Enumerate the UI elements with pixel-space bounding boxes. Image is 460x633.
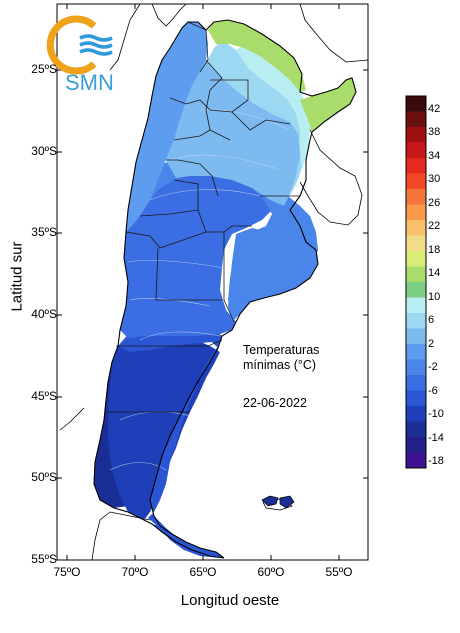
colorbar-tick-label: 2 [428, 337, 435, 350]
lon-tick-label: 70ºO [121, 565, 149, 579]
colorbar-swatch [406, 235, 426, 252]
lat-tick-label: 45ºS [31, 389, 57, 403]
colorbar-swatch [406, 173, 426, 190]
y-axis-label: Latitud sur [8, 241, 26, 312]
colorbar-swatch [406, 220, 426, 236]
colorbar-swatch [406, 127, 426, 143]
lat-tick-label: 50ºS [31, 470, 57, 484]
temperature-zone [126, 22, 208, 232]
malvinas-islands [261, 495, 295, 509]
colorbar-tick-label: 30 [428, 173, 441, 186]
colorbar-swatch [406, 344, 426, 360]
lat-tick-label: 30ºS [31, 144, 57, 158]
temperature-zone [208, 40, 308, 196]
temperature-zone [118, 324, 222, 558]
colorbar-tick-label: -10 [428, 408, 444, 421]
colorbar-tick-label: 38 [428, 126, 441, 139]
colorbar-swatch [406, 142, 426, 159]
province-borders [108, 21, 300, 413]
neighbour-borders [59, 3, 369, 561]
colorbar-tick-label: 6 [428, 314, 435, 327]
colorbar-tick-label: -2 [428, 361, 438, 374]
colorbar-tick-label: -6 [428, 384, 438, 397]
annotation-title: Temperaturas [243, 343, 320, 357]
colorbar-swatch [406, 282, 426, 298]
colorbar-swatch [406, 375, 426, 391]
temperature-zone [166, 60, 302, 206]
colorbar-swatch [406, 437, 426, 453]
colorbar-border [405, 95, 427, 469]
lon-tick-label: 75ºO [53, 565, 81, 579]
logo-text: SMN [65, 70, 114, 95]
colorbar-swatch [406, 452, 426, 469]
colorbar-tick-label: 10 [428, 290, 441, 303]
colorbar-tick-label: 22 [428, 220, 441, 233]
colorbar-swatch [406, 111, 426, 128]
colorbar-tick-label: 26 [428, 196, 441, 209]
temperature-zone [208, 20, 306, 92]
colorbar-swatch [406, 96, 426, 112]
colorbar-tick-label: -14 [428, 431, 444, 444]
argentina-outline [93, 19, 357, 559]
lat-tick-label: 40ºS [31, 307, 57, 321]
axis-ticks [57, 4, 368, 560]
annotation-date: 22-06-2022 [243, 396, 307, 410]
temperature-field [94, 20, 356, 558]
temperature-zone [108, 338, 220, 520]
colorbar-swatch [406, 189, 426, 205]
colorbar-tick-label: -18 [428, 455, 444, 467]
colorbar-swatch [406, 297, 426, 314]
colorbar [405, 95, 427, 469]
colorbar-swatch [406, 313, 426, 329]
lon-tick-label: 55ºO [325, 565, 353, 579]
colorbar-swatch [406, 390, 426, 407]
colorbar-tick-label: 14 [428, 267, 441, 280]
colorbar-swatch [406, 328, 426, 345]
annotation-subtitle: mínimas (°C) [243, 358, 317, 372]
colorbar-tick-label: 34 [428, 149, 441, 162]
smn-logo-icon [46, 15, 113, 75]
temperature-zone [300, 78, 356, 132]
colorbar-tick-label: 42 [428, 103, 441, 115]
temperature-zone [120, 158, 272, 338]
lat-tick-label: 55ºS [31, 552, 57, 566]
colorbar-swatch [406, 251, 426, 267]
colorbar-tick-label: 18 [428, 243, 441, 256]
lon-tick-label: 65ºO [189, 565, 217, 579]
x-axis-label: Longitud oeste [180, 592, 280, 609]
lat-tick-label: 25ºS [31, 62, 57, 76]
lon-tick-label: 60ºO [257, 565, 285, 579]
colorbar-swatch [406, 421, 426, 438]
colorbar-swatch [406, 406, 426, 422]
lat-tick-label: 35ºS [31, 225, 57, 239]
colorbar-swatch [406, 158, 426, 174]
colorbar-swatch [406, 204, 426, 221]
colorbar-swatch [406, 266, 426, 283]
temperature-zone [228, 228, 318, 322]
colorbar-swatch [406, 359, 426, 376]
